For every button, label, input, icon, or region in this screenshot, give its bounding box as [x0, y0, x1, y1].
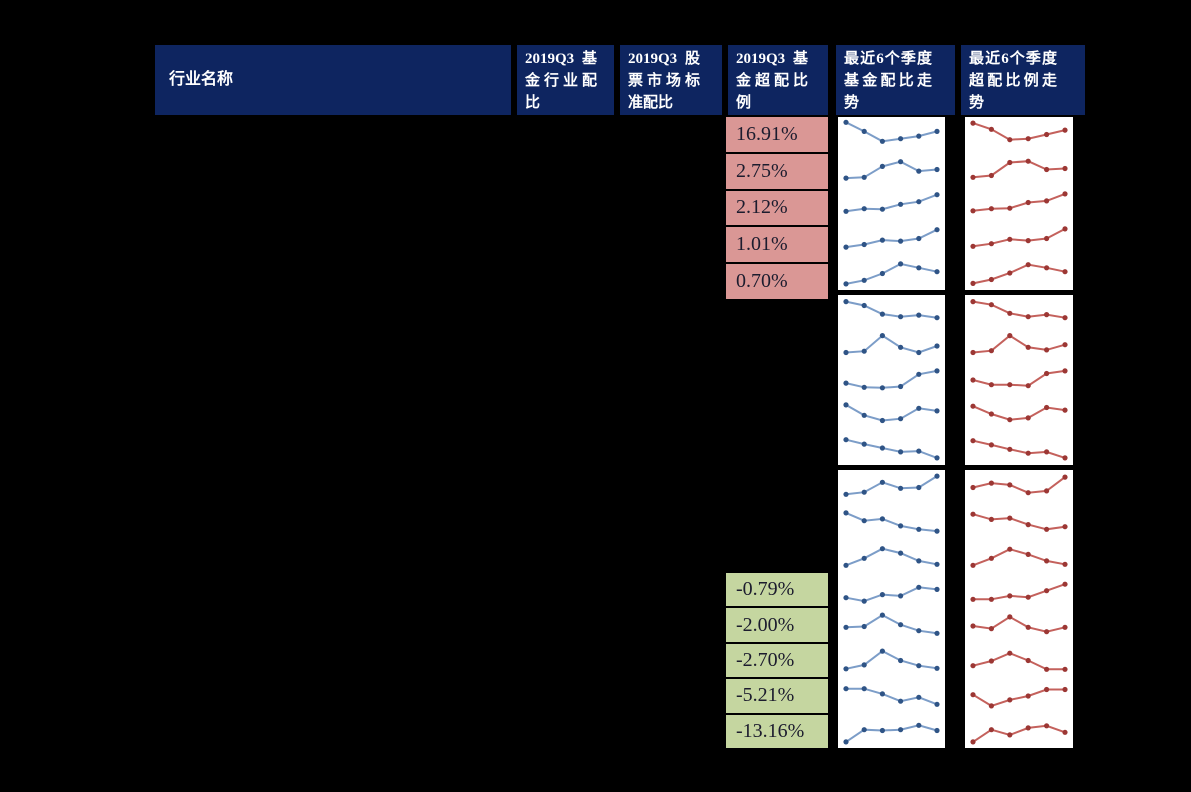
fund-allocation-sparkline — [838, 505, 945, 539]
col-header-industry-name: 行业名称 — [155, 45, 511, 115]
col-header-label: 最近6个季度超配比例走势 — [969, 51, 1057, 111]
overweight-value-cell: -5.21% — [726, 679, 828, 713]
overweight-ratio-sparkline-panel-1 — [965, 117, 1073, 290]
fund-allocation-sparkline — [838, 186, 945, 220]
fund-allocation-sparkline — [838, 431, 945, 465]
overweight-value-cell: 2.75% — [726, 153, 828, 189]
overweight-value: 2.12% — [736, 196, 788, 219]
col-header-fund-allocation: 2019Q3 基金行业配比 — [517, 45, 614, 115]
overweight-negative-column: -0.79% -2.00% -2.70% -5.21% -13.16% — [726, 573, 828, 749]
fund-allocation-sparkline — [838, 363, 945, 397]
overweight-ratio-sparkline — [965, 575, 1073, 609]
overweight-value: -0.79% — [736, 578, 795, 601]
col-header-label: 最近6个季度基金配比走势 — [844, 51, 932, 111]
overweight-ratio-sparkline — [965, 679, 1073, 713]
overweight-ratio-sparkline — [965, 186, 1073, 220]
fund-allocation-sparkline — [838, 295, 945, 329]
overweight-ratio-sparkline — [965, 221, 1073, 255]
overweight-ratio-sparkline-panel-3 — [965, 470, 1073, 748]
fund-allocation-sparkline — [838, 329, 945, 363]
fund-allocation-sparkline — [838, 644, 945, 678]
overweight-ratio-sparkline — [965, 431, 1073, 465]
overweight-value: 1.01% — [736, 233, 788, 256]
overweight-value: 0.70% — [736, 270, 788, 293]
overweight-value: -2.70% — [736, 649, 795, 672]
fund-allocation-sparkline-panel-1 — [838, 117, 945, 290]
col-header-label: 2019Q3 股票市场标准配比 — [628, 51, 700, 111]
overweight-ratio-sparkline — [965, 609, 1073, 643]
col-header-label: 2019Q3基金超配比例 — [736, 51, 808, 111]
fund-allocation-sparkline-panel-3 — [838, 470, 945, 748]
overweight-ratio-sparkline — [965, 644, 1073, 678]
overweight-value-cell: 1.01% — [726, 227, 828, 263]
overweight-ratio-sparkline-panel-2 — [965, 295, 1073, 465]
overweight-ratio-sparkline — [965, 117, 1073, 151]
overweight-value: -13.16% — [736, 719, 805, 742]
fund-allocation-sparkline — [838, 152, 945, 186]
fund-allocation-sparkline — [838, 714, 945, 748]
fund-allocation-sparkline — [838, 470, 945, 504]
overweight-value: 2.75% — [736, 159, 788, 182]
overweight-value-cell: -13.16% — [726, 714, 828, 749]
overweight-value-cell: -0.79% — [726, 573, 828, 607]
overweight-value-cell: 16.91% — [726, 117, 828, 152]
fund-allocation-sparkline-panel-2 — [838, 295, 945, 465]
overweight-ratio-sparkline — [965, 295, 1073, 329]
col-header-fund-overweight-ratio: 2019Q3基金超配比例 — [728, 45, 828, 115]
overweight-value: 16.91% — [736, 122, 798, 145]
fund-allocation-sparkline — [838, 609, 945, 643]
fund-allocation-sparkline — [838, 679, 945, 713]
overweight-value-cell: -2.70% — [726, 643, 828, 678]
col-header-label: 行业名称 — [169, 71, 234, 88]
fund-allocation-sparkline — [838, 397, 945, 431]
overweight-value: -5.21% — [736, 684, 795, 707]
col-header-market-standard-allocation: 2019Q3 股票市场标准配比 — [620, 45, 722, 115]
col-header-label: 2019Q3 基金行业配比 — [525, 51, 597, 111]
fund-allocation-sparkline — [838, 221, 945, 255]
overweight-value-cell: 2.12% — [726, 190, 828, 226]
fund-allocation-sparkline — [838, 256, 945, 290]
fund-allocation-sparkline — [838, 575, 945, 609]
overweight-ratio-sparkline — [965, 540, 1073, 574]
fund-allocation-sparkline — [838, 540, 945, 574]
overweight-ratio-sparkline — [965, 329, 1073, 363]
overweight-ratio-sparkline — [965, 505, 1073, 539]
overweight-value-cell: 0.70% — [726, 264, 828, 299]
overweight-ratio-sparkline — [965, 397, 1073, 431]
overweight-ratio-sparkline — [965, 470, 1073, 504]
fund-allocation-sparkline — [838, 117, 945, 151]
col-header-overweight-ratio-trend: 最近6个季度超配比例走势 — [961, 45, 1085, 115]
overweight-value-cell: -2.00% — [726, 608, 828, 642]
overweight-value: -2.00% — [736, 613, 795, 636]
col-header-fund-allocation-trend: 最近6个季度基金配比走势 — [836, 45, 955, 115]
overweight-positive-column: 16.91% 2.75% 2.12% 1.01% 0.70% — [726, 117, 828, 299]
overweight-ratio-sparkline — [965, 714, 1073, 748]
overweight-ratio-sparkline — [965, 152, 1073, 186]
overweight-ratio-sparkline — [965, 363, 1073, 397]
overweight-ratio-sparkline — [965, 256, 1073, 290]
